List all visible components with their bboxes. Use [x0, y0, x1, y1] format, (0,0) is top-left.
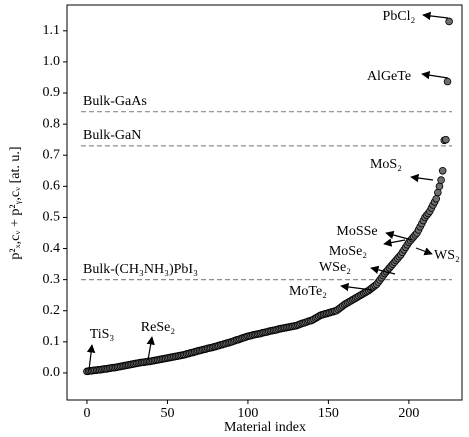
annotation-label: MoS₂ — [370, 157, 402, 172]
annotation-label: TiS₃ — [90, 327, 115, 342]
data-point — [434, 188, 442, 197]
y-tick-label: 0.0 — [43, 365, 61, 380]
annotation-arrow — [86, 344, 96, 371]
y-tick-label: 0.3 — [43, 272, 61, 287]
y-tick-label: 0.2 — [43, 303, 61, 318]
y-axis-label: p²ₓ,cᵥ + p²ᵧ,cᵥ [at. u.] — [8, 146, 23, 259]
annotation-label: PbCl₂ — [383, 9, 416, 24]
y-tick-label: 0.1 — [43, 334, 61, 349]
y-tick-label: 1.0 — [43, 54, 61, 69]
y-tick-label: 0.5 — [43, 210, 61, 225]
y-tick-label: 0.6 — [43, 179, 61, 194]
plot-frame — [66, 4, 463, 401]
x-tick-label: 100 — [237, 406, 258, 421]
annotation-arrow — [421, 70, 449, 80]
reference-label: Bulk-GaAs — [83, 94, 147, 109]
reference-label: Bulk-GaN — [83, 128, 141, 143]
y-tick-label: 0.4 — [43, 241, 61, 256]
data-point — [432, 194, 441, 203]
data-point — [437, 176, 445, 184]
x-tick-label: 0 — [83, 406, 90, 421]
annotation-label: MoSSe — [336, 224, 377, 239]
annotation-arrow — [415, 247, 433, 256]
x-axis-label: Material index — [224, 420, 306, 435]
y-tick-label: 0.9 — [43, 85, 61, 100]
annotation-label: ReSe₂ — [141, 320, 176, 335]
data-point — [442, 135, 450, 144]
annotation-label: WS₂ — [434, 248, 460, 263]
annotation-arrow — [385, 230, 413, 241]
annotation-arrow — [146, 336, 155, 361]
annotation-label: WSe₂ — [319, 260, 351, 275]
y-tick-label: 1.1 — [43, 23, 61, 38]
annotation-arrow — [370, 265, 396, 275]
annotation-arrow — [340, 282, 373, 292]
annotation-label: MoTe₂ — [289, 284, 327, 299]
annotation-label: MoSe₂ — [329, 244, 367, 259]
data-point — [445, 17, 453, 26]
data-point — [435, 182, 444, 191]
annotation-label: AlGeTe — [367, 69, 411, 84]
annotation-arrow — [410, 173, 434, 183]
y-tick-label: 0.7 — [43, 147, 61, 162]
reference-label: Bulk-(CH₃NH₃)PbI₃ — [83, 262, 198, 277]
y-tick-label: 0.8 — [43, 116, 61, 131]
x-tick-label: 50 — [160, 406, 174, 421]
annotation-arrow — [383, 238, 406, 247]
x-tick-label: 200 — [398, 406, 419, 421]
x-tick-label: 150 — [318, 406, 339, 421]
annotation-arrow — [422, 11, 449, 21]
data-point — [438, 166, 447, 175]
data-point — [443, 77, 452, 86]
